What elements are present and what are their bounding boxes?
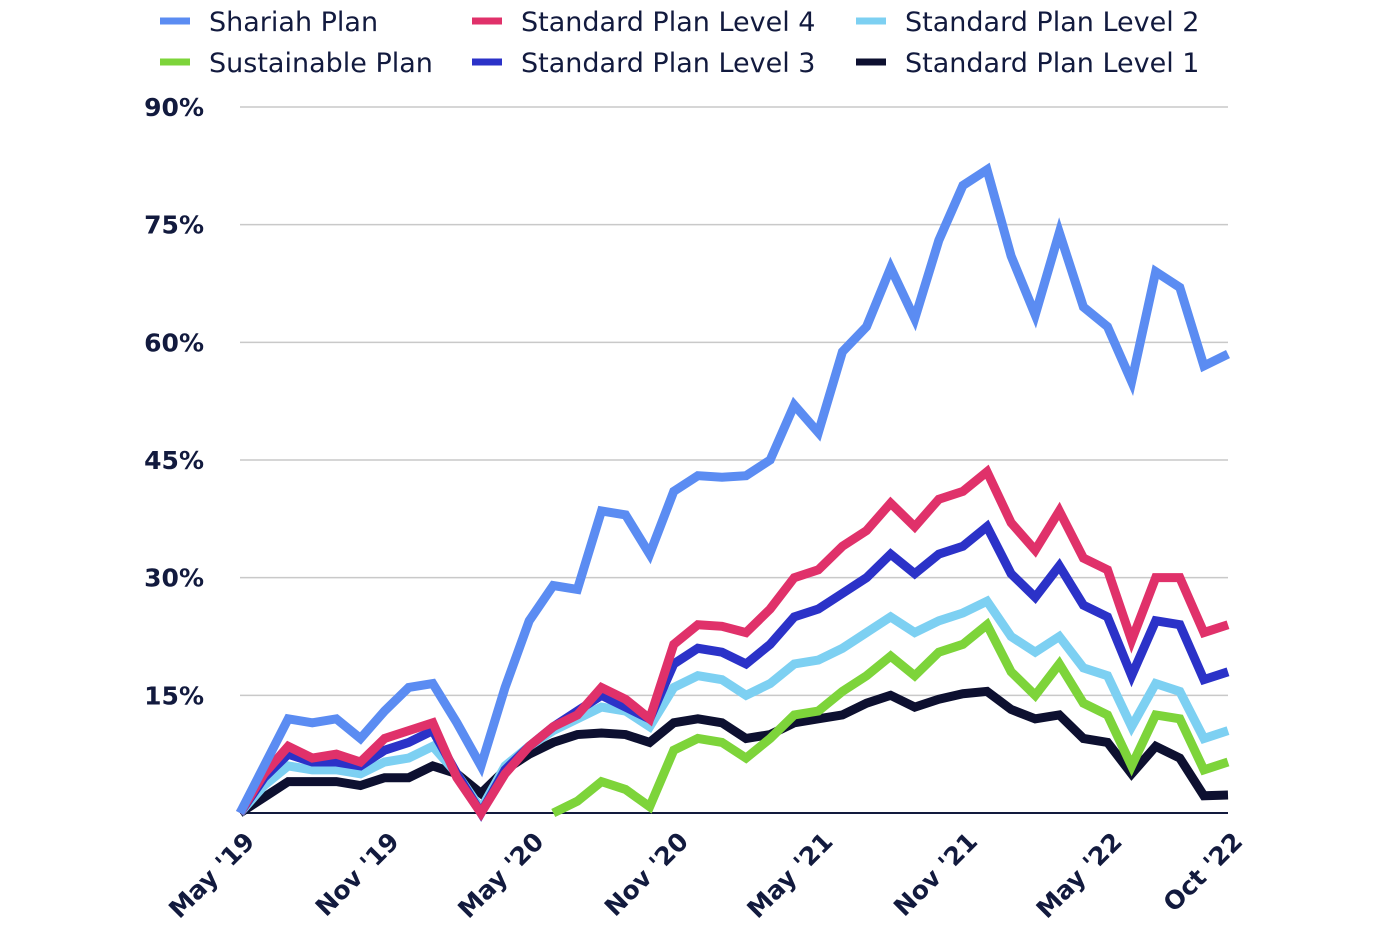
series-line-standard-plan-level-2 xyxy=(236,595,1230,818)
legend-label: Standard Plan Level 3 xyxy=(521,48,815,79)
legend: Shariah Plan Sustainable Plan Standard Pla… xyxy=(160,7,1199,79)
series-line-standard-plan-level-3 xyxy=(236,519,1230,822)
y-tick-label: 90% xyxy=(144,93,204,122)
x-tick-label: Nov '19 xyxy=(310,827,405,922)
series-line-standard-plan-level-1 xyxy=(237,686,1229,817)
legend-label: Standard Plan Level 2 xyxy=(905,7,1199,38)
x-tick-label: May '21 xyxy=(741,827,838,924)
series-line-shariah-plan xyxy=(235,162,1230,816)
series-line-standard-plan-level-4 xyxy=(236,464,1230,822)
x-tick-label: Nov '20 xyxy=(599,827,694,922)
y-tick-label: 60% xyxy=(144,328,204,357)
legend-item-shariah-plan: Shariah Plan xyxy=(160,7,378,38)
legend-label: Shariah Plan xyxy=(209,7,378,38)
legend-item-standard-plan-level-3: Standard Plan Level 3 xyxy=(472,48,815,79)
legend-label: Standard Plan Level 1 xyxy=(905,48,1199,79)
legend-item-standard-plan-level-2: Standard Plan Level 2 xyxy=(856,7,1199,38)
series-line-sustainable-plan xyxy=(551,617,1230,818)
legend-item-standard-plan-level-4: Standard Plan Level 4 xyxy=(472,7,815,38)
x-tick-label: May '19 xyxy=(163,827,260,924)
x-tick-label: Oct '22 xyxy=(1158,827,1249,918)
y-tick-label: 30% xyxy=(144,564,204,593)
y-tick-label: 15% xyxy=(144,681,204,710)
x-axis-ticks: May '19 Nov '19 May '20 Nov '20 May '21 Nov '… xyxy=(163,827,1248,924)
legend-label: Standard Plan Level 4 xyxy=(521,7,815,38)
y-tick-label: 75% xyxy=(144,211,204,240)
y-tick-label: 45% xyxy=(144,446,204,475)
legend-item-standard-plan-level-1: Standard Plan Level 1 xyxy=(856,48,1199,79)
legend-item-sustainable-plan: Sustainable Plan xyxy=(160,48,433,79)
x-tick-label: Nov '21 xyxy=(888,827,983,922)
x-tick-label: May '22 xyxy=(1031,827,1128,924)
x-tick-label: May '20 xyxy=(452,827,549,924)
legend-label: Sustainable Plan xyxy=(209,48,433,79)
y-axis-ticks: 15% 30% 45% 60% 75% 90% xyxy=(144,93,204,710)
series-lines xyxy=(235,162,1230,822)
